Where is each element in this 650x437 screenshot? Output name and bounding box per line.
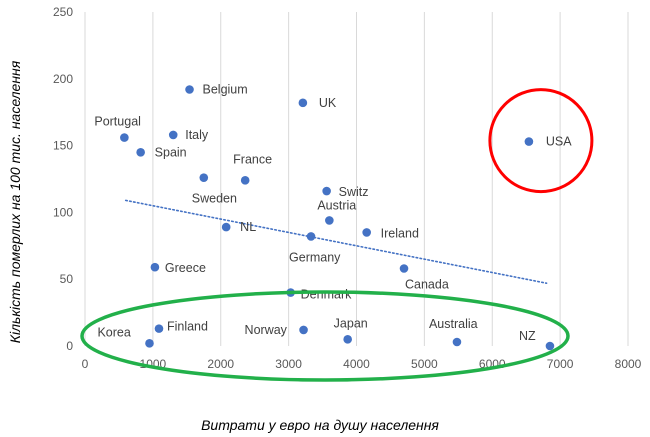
- data-point: [343, 335, 352, 344]
- data-point: [120, 133, 129, 142]
- point-label: Spain: [155, 145, 187, 159]
- x-axis-title: Витрати у евро на душу населення: [201, 417, 439, 433]
- data-point: [185, 85, 194, 94]
- y-tick-label: 150: [53, 139, 73, 153]
- y-tick-label: 0: [66, 339, 73, 353]
- point-label: Norway: [245, 323, 288, 337]
- point-label: Portugal: [94, 115, 141, 129]
- data-point: [199, 173, 209, 182]
- point-label: Switz: [339, 185, 369, 199]
- data-point: [545, 341, 555, 351]
- trendline-path: [124, 199, 548, 285]
- data-point: [299, 325, 308, 335]
- y-tick-label: 200: [53, 72, 73, 86]
- data-point: [150, 262, 160, 272]
- y-tick-label: 50: [60, 272, 74, 286]
- x-tick-label: 2000: [207, 357, 234, 371]
- usa-highlight-circle: [488, 88, 594, 194]
- low-mortality-highlight-ellipse: [80, 290, 570, 382]
- x-tick-label: 4000: [343, 357, 370, 371]
- point-label: Finland: [167, 320, 208, 334]
- y-tick-label: 250: [53, 5, 73, 19]
- point-label: Korea: [97, 325, 130, 339]
- point-label: Japan: [334, 316, 368, 330]
- data-point: [524, 137, 534, 146]
- point-label: Italy: [185, 128, 209, 142]
- x-tick-label: 5000: [411, 357, 438, 371]
- data-point: [452, 337, 462, 347]
- point-label: Australia: [429, 317, 478, 331]
- y-axis-title: Кількість померлих на 100 тис. населення: [7, 60, 23, 343]
- data-point: [221, 222, 231, 232]
- point-label: France: [233, 152, 272, 166]
- vertical-gridlines: [84, 12, 629, 346]
- data-point: [325, 216, 334, 225]
- point-label: Greece: [165, 261, 206, 275]
- trendline: [124, 199, 548, 285]
- x-tick-label: 3000: [275, 357, 302, 371]
- data-point: [240, 176, 250, 185]
- point-label: Denmark: [301, 288, 352, 302]
- data-point: [362, 228, 371, 237]
- point-label: Canada: [405, 278, 449, 292]
- highlight-shapes: [80, 88, 594, 382]
- x-tick-label: 0: [82, 357, 89, 371]
- data-point: [298, 98, 308, 108]
- data-point: [168, 130, 178, 140]
- data-point: [136, 147, 145, 157]
- x-tick-label: 8000: [615, 357, 642, 371]
- point-label: Germany: [289, 250, 341, 264]
- x-tick-labels: 0 1000 2000 3000 4000 5000 6000 7000 8000: [82, 357, 642, 371]
- y-tick-label: 100: [53, 205, 73, 219]
- data-point: [322, 186, 331, 196]
- point-label: UK: [319, 96, 337, 110]
- x-tick-label: 7000: [547, 357, 574, 371]
- point-label: USA: [546, 135, 572, 149]
- point-label: Belgium: [203, 82, 248, 96]
- point-label: Ireland: [381, 226, 419, 240]
- data-points: [120, 85, 555, 351]
- data-point: [145, 339, 154, 348]
- data-point: [154, 324, 164, 333]
- point-label: NL: [240, 220, 256, 234]
- point-label: NZ: [519, 329, 536, 343]
- y-tick-labels: 0 50 100 150 200 250: [53, 5, 73, 353]
- point-label: Sweden: [192, 192, 237, 206]
- point-label: Austria: [317, 198, 356, 212]
- data-point: [306, 232, 316, 241]
- data-point: [399, 264, 409, 273]
